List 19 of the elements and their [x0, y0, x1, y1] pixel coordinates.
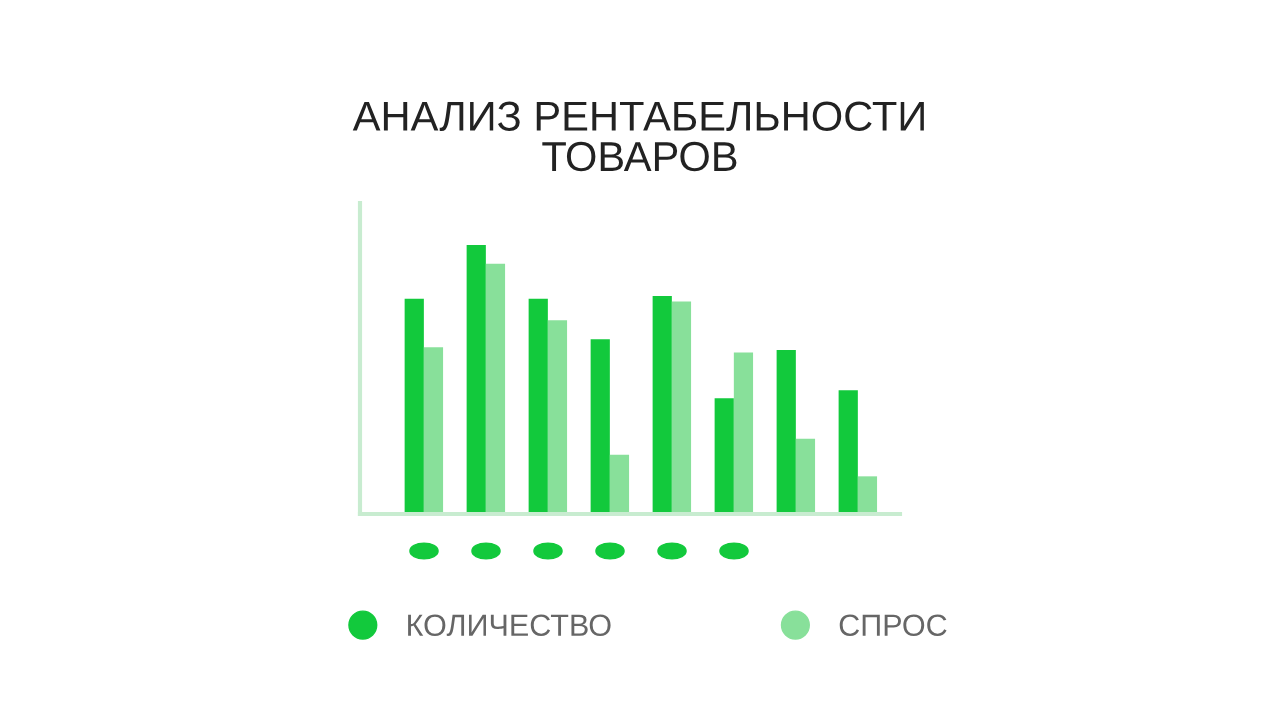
bar	[838, 390, 858, 514]
bar	[795, 438, 816, 514]
bar	[714, 398, 734, 514]
chart-title: АНАЛИЗ РЕНТАБЕЛЬНОСТИ ТОВАРОВ	[352, 101, 924, 172]
bar	[485, 263, 506, 514]
bar	[547, 320, 568, 514]
bar	[404, 298, 424, 514]
bar	[590, 339, 610, 514]
legend-label: КОЛИЧЕСТВО	[408, 614, 611, 637]
bar	[652, 296, 672, 514]
bar	[733, 352, 754, 514]
bar	[776, 349, 796, 514]
bar	[671, 301, 692, 514]
bar	[857, 476, 878, 514]
bar	[528, 298, 548, 514]
legend-label: СПРОС	[839, 614, 947, 637]
bar	[466, 244, 486, 514]
bar	[609, 454, 630, 514]
bar	[423, 347, 444, 514]
